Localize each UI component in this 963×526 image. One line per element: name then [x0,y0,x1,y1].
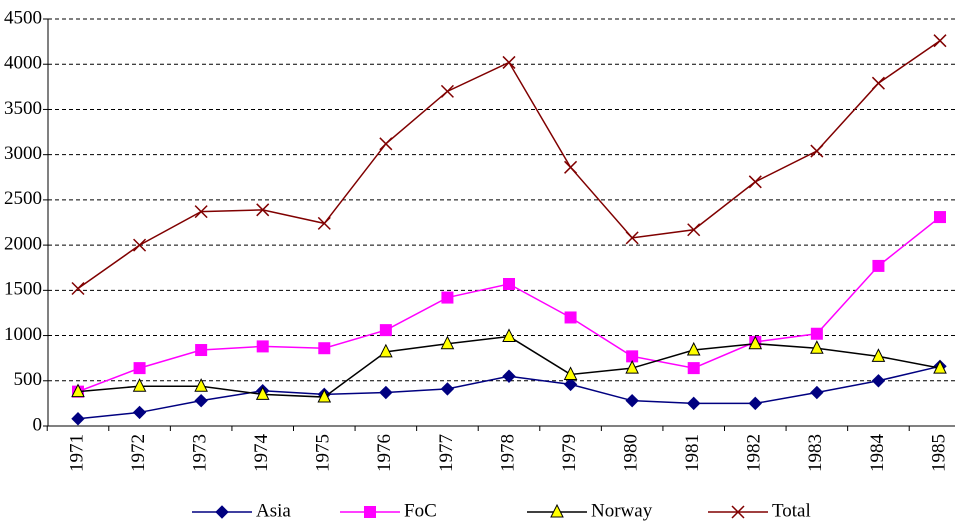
marker [379,137,393,151]
legend-marker [364,506,376,518]
y-tick-label: 1000 [4,324,42,345]
marker [71,383,85,398]
marker [625,359,639,374]
marker [625,231,639,245]
legend-label: Asia [256,500,291,521]
y-tick-label: 3000 [4,143,42,164]
x-tick-label: 1977 [436,434,457,472]
marker [132,378,147,392]
marker [563,366,578,380]
marker [810,327,823,340]
marker [871,76,885,90]
x-tick-label: 1978 [497,434,518,472]
marker [317,216,331,230]
marker [133,238,147,252]
x-tick-label: 1985 [928,434,949,472]
marker [933,359,947,374]
x-tick-label: 1982 [744,434,765,472]
x-tick-label: 1971 [66,434,87,472]
marker [440,84,454,98]
marker [502,55,516,69]
marker [810,144,824,158]
series-line [77,40,941,290]
x-tick-label: 1976 [374,434,395,472]
legend-item: FoC [340,500,437,521]
marker [441,291,454,304]
y-tick-label: 0 [33,414,43,435]
y-tick-label: 2000 [4,233,42,254]
marker [933,34,947,48]
x-tick-label: 1981 [682,434,703,472]
marker [503,278,515,291]
y-tick-label: 4500 [4,7,42,28]
marker [687,396,701,411]
marker [748,175,762,189]
marker [625,393,639,408]
legend-item: Norway [527,500,653,521]
marker [686,341,701,356]
marker [748,335,763,350]
marker [810,385,824,400]
legend-item: Total [708,500,811,521]
marker [133,362,146,375]
marker [440,382,455,396]
y-tick-label: 4000 [4,53,42,74]
marker [256,340,269,353]
marker [256,203,270,217]
marker [440,335,455,350]
x-tick-label: 1979 [559,434,580,472]
marker [564,160,578,174]
marker [871,348,886,362]
legend-item: Asia [192,500,291,521]
y-tick-label: 2500 [4,188,42,209]
x-tick-label: 1975 [313,434,334,472]
marker [255,386,270,400]
marker [871,374,886,388]
marker [934,211,946,224]
marker [71,412,85,426]
marker [379,324,392,337]
legend-label: Norway [591,500,653,521]
marker [317,388,332,403]
x-tick-label: 1980 [621,434,642,472]
marker [687,223,701,237]
legend-label: Total [772,500,811,521]
marker [563,377,578,392]
y-tick-label: 500 [14,369,43,390]
series-line [77,216,941,393]
x-tick-label: 1974 [251,434,272,473]
marker [71,281,85,296]
marker [564,311,577,324]
legend-label: FoC [404,500,437,521]
marker [194,378,208,392]
marker [132,405,147,420]
marker [194,393,208,408]
y-tick-label: 1500 [4,279,42,300]
marker [318,342,331,355]
marker [379,385,393,400]
marker [872,259,885,272]
marker [502,369,516,383]
x-tick-label: 1983 [805,434,826,472]
marker [687,362,700,375]
x-tick-label: 1973 [190,434,211,472]
x-tick-label: 1972 [128,434,149,472]
series-line [77,335,941,398]
legend-marker [215,505,229,519]
y-tick-label: 3500 [4,98,42,119]
legend-marker [550,503,564,518]
marker [194,205,208,219]
marker [626,350,639,363]
marker [748,396,762,411]
marker [810,340,824,354]
marker [379,343,393,358]
marker [502,328,516,342]
legend-marker [731,505,745,519]
x-tick-label: 1984 [867,434,888,473]
marker [195,344,208,357]
